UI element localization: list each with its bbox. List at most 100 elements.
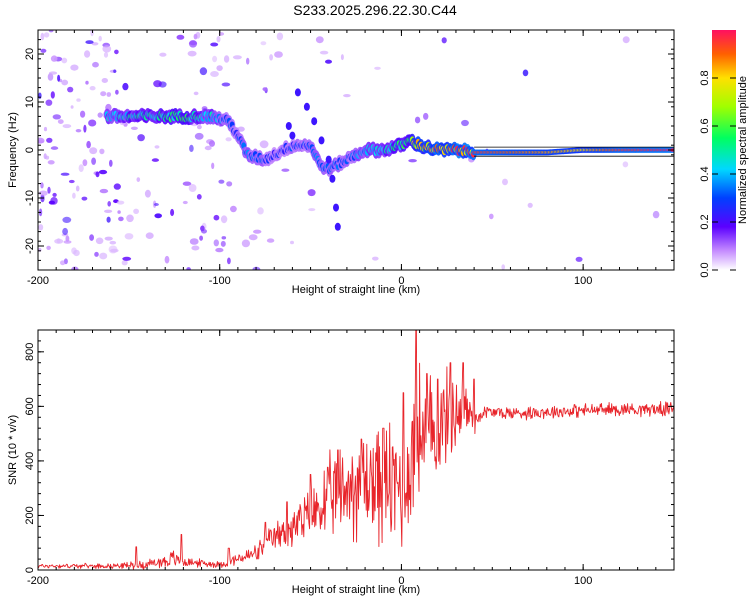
- heatmap-noise-blob: [48, 30, 54, 33]
- heatmap-noise-blob: [191, 245, 200, 251]
- snr-ytick-label: 200: [24, 506, 36, 524]
- heatmap-noise-blob: [223, 55, 230, 63]
- heatmap-noise-blob: [193, 33, 198, 40]
- heatmap-noise-blob: [114, 49, 119, 55]
- heatmap-noise-blob: [106, 216, 111, 223]
- heatmap-xtick-label: -100: [209, 275, 231, 287]
- heatmap-xtick-label: 0: [398, 275, 404, 287]
- snr-panel: -200 -100 0 100 0 200 400 600 800 Height of str…: [7, 329, 675, 596]
- heatmap-xtick-label: 100: [574, 275, 592, 287]
- heatmap-noise-blob: [199, 235, 204, 241]
- snr-y-ticks: 0 200 400 600 800: [24, 329, 674, 573]
- heatmap-ytick-label: 0: [24, 147, 36, 153]
- snr-ytick-label: 0: [24, 567, 36, 573]
- heatmap-noise-blob: [70, 64, 79, 71]
- heatmap-noise-blob: [225, 137, 232, 142]
- colorbar-tick-label: 0.6: [699, 118, 711, 133]
- heatmap-noise-blob: [115, 89, 119, 95]
- heatmap-noise-blob: [199, 67, 208, 76]
- snr-ytick-label: 600: [24, 397, 36, 415]
- heatmap-noise-blob: [122, 256, 132, 261]
- heatmap-noise-blob: [230, 205, 237, 213]
- heatmap-branch-cell: [334, 222, 341, 231]
- heatmap-noise-blob: [194, 132, 204, 140]
- heatmap-noise-blob: [226, 181, 233, 187]
- colorbar: 0.0 0.2 0.4 0.6 0.8 Normalized spectral ampl…: [699, 30, 749, 278]
- heatmap-noise-blob: [60, 172, 70, 176]
- heatmap-noise-blob: [84, 50, 91, 58]
- heatmap-noise-blob: [145, 232, 154, 239]
- snr-x-ticks: -200 -100 0 100: [27, 330, 675, 587]
- heatmap-noise-blob: [94, 251, 99, 257]
- heatmap-noise-blob: [101, 78, 109, 83]
- snr-background: [38, 330, 674, 570]
- heatmap-branch-cell: [333, 203, 339, 212]
- heatmap-noise-blob: [40, 48, 47, 53]
- heatmap-noise-blob: [109, 159, 113, 167]
- heatmap-noise-blob: [48, 200, 56, 205]
- heatmap-noise-blob: [340, 54, 344, 61]
- heatmap-noise-blob: [57, 74, 61, 82]
- heatmap-noise-blob: [182, 200, 188, 205]
- heatmap-noise-blob: [47, 73, 54, 81]
- heatmap-noise-blob: [43, 126, 48, 132]
- heatmap-xtick-label: -200: [27, 275, 49, 287]
- heatmap-noise-blob: [38, 190, 48, 196]
- heatmap-ytick-label: 10: [24, 96, 36, 108]
- snr-xlabel: Height of straight line (km): [292, 584, 420, 596]
- heatmap-noise-blob: [527, 202, 533, 208]
- heatmap-noise-blob: [266, 238, 275, 243]
- heatmap-noise-blob: [372, 256, 379, 261]
- snr-xtick-label: 100: [574, 575, 592, 587]
- heatmap-noise-blob: [248, 234, 258, 241]
- heatmap-noise-blob: [622, 36, 630, 44]
- heatmap-noise-blob: [89, 234, 94, 241]
- heatmap-noise-blob: [151, 158, 159, 162]
- heatmap-noise-blob: [176, 34, 185, 40]
- heatmap-noise-blob: [210, 42, 219, 47]
- heatmap-noise-blob: [227, 257, 231, 265]
- heatmap-noise-blob: [319, 50, 329, 55]
- heatmap-noise-blob: [82, 159, 88, 167]
- heatmap-noise-blob: [75, 129, 82, 133]
- heatmap-y-ticks: 20 10 0 -10 -20: [24, 29, 674, 271]
- heatmap-noise-blob: [325, 59, 332, 64]
- heatmap-noise-blob: [274, 51, 283, 58]
- heatmap-noise-blob: [38, 140, 45, 144]
- heatmap-noise-blob: [197, 124, 202, 130]
- heatmap-noise-blob: [75, 185, 80, 192]
- heatmap-noise-blob: [68, 179, 75, 184]
- heatmap-noise-blob: [61, 79, 69, 86]
- heatmap-noise-blob: [186, 267, 191, 270]
- heatmap-noise-blob: [38, 92, 42, 99]
- heatmap-noise-blob: [104, 236, 113, 241]
- heatmap-branch-cell: [289, 131, 296, 140]
- heatmap-noise-blob: [153, 80, 162, 88]
- heatmap-noise-blob: [86, 140, 91, 149]
- snr-ytick-label: 400: [24, 452, 36, 470]
- colorbar-ticks: 0.0 0.2 0.4 0.6 0.8: [699, 70, 736, 278]
- heatmap-noise-blob: [124, 233, 134, 240]
- heatmap-noise-blob: [408, 159, 417, 163]
- heatmap-noise-blob: [95, 171, 100, 178]
- heatmap-noise-blob: [95, 237, 104, 245]
- heatmap-noise-blob: [189, 144, 194, 152]
- heatmap-noise-blob: [113, 69, 117, 73]
- heatmap-noise-blob: [232, 55, 242, 60]
- heatmap-noise-blob: [204, 145, 212, 151]
- heatmap-noise-blob: [88, 119, 97, 127]
- heatmap-noise-blob: [652, 210, 660, 219]
- heatmap-noise-blob: [121, 260, 128, 266]
- heatmap-noise-blob: [213, 214, 220, 221]
- heatmap-noise-blob: [133, 208, 140, 214]
- heatmap-noise-blob: [522, 69, 529, 77]
- heatmap-noise-blob: [216, 65, 223, 71]
- heatmap-noise-blob: [220, 215, 228, 224]
- heatmap-noise-blob: [308, 208, 316, 212]
- heatmap-noise-blob: [200, 225, 205, 232]
- heatmap-noise-blob: [97, 112, 103, 118]
- heatmap-branch-cell: [303, 102, 310, 111]
- heatmap-noise-blob: [212, 55, 218, 63]
- heatmap-noise-blob: [103, 52, 109, 58]
